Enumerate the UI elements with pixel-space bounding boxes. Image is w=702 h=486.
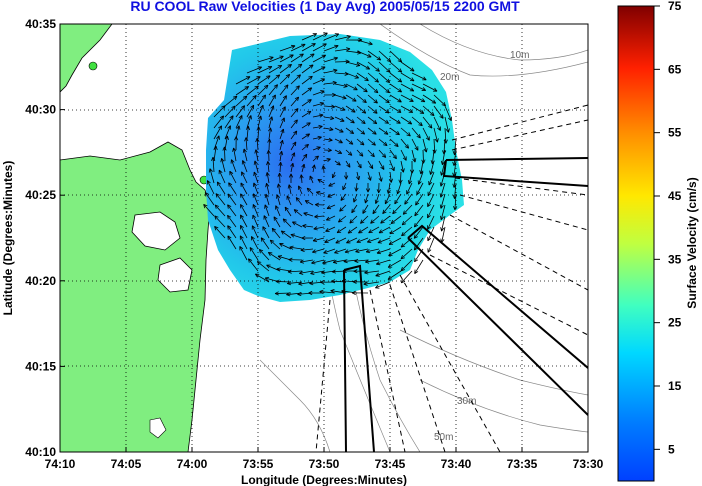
x-tick-label: 74:10 xyxy=(45,457,76,471)
x-tick-label: 73:50 xyxy=(309,457,340,471)
x-tick-label: 74:00 xyxy=(177,457,208,471)
station-marker xyxy=(88,61,98,71)
colorbar-tick-label: 25 xyxy=(668,316,682,330)
colorbar-tick-label: 5 xyxy=(668,442,675,456)
colorbar-tick-label: 35 xyxy=(668,252,682,266)
y-tick-label: 40:20 xyxy=(25,274,56,288)
land-new-jersey xyxy=(60,24,113,93)
graticule xyxy=(60,24,588,452)
x-tick-label: 73:30 xyxy=(573,457,604,471)
svg-text:50m: 50m xyxy=(434,432,453,443)
colorbar-ticks: 75 65 55 45 35 25 15 5 xyxy=(654,0,682,456)
x-tick-labels: 74:10 74:05 74:00 73:55 73:50 73:45 73:40 73:35… xyxy=(45,447,604,471)
map-title: RU COOL Raw Velocities (1 Day Avg) 2005/… xyxy=(130,0,520,14)
y-tick-label: 40:35 xyxy=(25,17,56,31)
y-tick-label: 40:10 xyxy=(25,445,56,459)
colorbar-label: Surface Velocity (cm/s) xyxy=(685,177,699,308)
y-axis-label: Latitude (Degrees:Minutes) xyxy=(1,161,15,316)
radar-beams-solid xyxy=(343,157,588,452)
x-tick-label: 74:05 xyxy=(111,457,142,471)
y-tick-labels: 40:35 40:30 40:25 40:20 40:15 40:10 xyxy=(25,17,65,459)
x-tick-label: 73:55 xyxy=(243,457,274,471)
colorbar-tick-label: 15 xyxy=(668,379,682,393)
colorbar-tick-label: 45 xyxy=(668,189,682,203)
colorbar-tick-label: 55 xyxy=(668,126,682,140)
land-new-jersey-mainland xyxy=(60,141,211,452)
x-tick-label: 73:45 xyxy=(375,457,406,471)
velocity-vectors xyxy=(203,32,458,297)
y-tick-label: 40:30 xyxy=(25,103,56,117)
x-tick-label: 73:40 xyxy=(441,457,472,471)
colorbar-tick-label: 65 xyxy=(668,62,682,76)
colorbar xyxy=(617,5,655,482)
x-tick-label: 73:35 xyxy=(507,457,538,471)
y-tick-label: 40:15 xyxy=(25,359,56,373)
x-axis-label: Longitude (Degrees:Minutes) xyxy=(241,473,407,486)
svg-text:20m: 20m xyxy=(440,72,459,83)
svg-text:30m: 30m xyxy=(457,396,476,407)
colorbar-tick-label: 75 xyxy=(668,0,682,13)
radar-beams-dashed xyxy=(315,104,588,452)
svg-text:10m: 10m xyxy=(510,50,529,61)
y-tick-label: 40:25 xyxy=(25,188,56,202)
